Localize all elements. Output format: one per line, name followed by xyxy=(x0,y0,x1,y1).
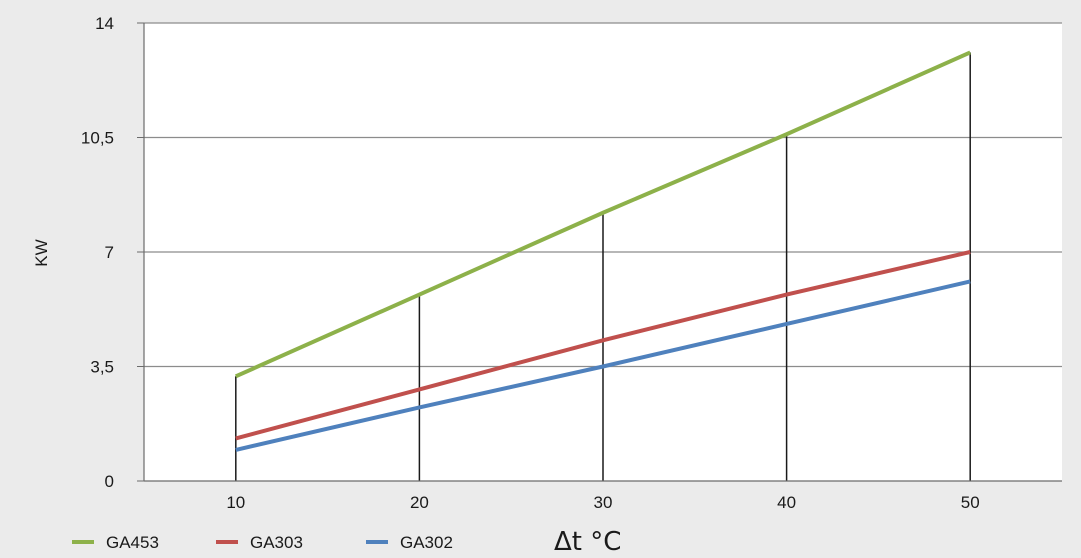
series-line-ga302 xyxy=(235,279,971,452)
axes: 0 3,5 7 10,5 14 10 20 30 40 50 xyxy=(81,14,1062,512)
series-lines xyxy=(234,50,972,452)
legend: GA453 GA303 GA302 xyxy=(72,533,453,552)
x-tick-label: 20 xyxy=(410,493,429,512)
x-axis-title: Δt °C xyxy=(554,527,621,557)
y-tick-label: 10,5 xyxy=(81,129,114,148)
y-tick-label: 14 xyxy=(95,14,114,33)
y-tick-label: 3,5 xyxy=(90,358,114,377)
x-tick-label: 30 xyxy=(594,493,613,512)
y-tick-label: 7 xyxy=(105,243,114,262)
series-line-ga453 xyxy=(234,50,972,379)
legend-label-ga302: GA302 xyxy=(400,533,453,552)
legend-label-ga453: GA453 xyxy=(106,533,159,552)
y-tick-label: 0 xyxy=(105,472,114,491)
series-line-ga303 xyxy=(235,250,971,441)
legend-label-ga303: GA303 xyxy=(250,533,303,552)
x-tick-label: 10 xyxy=(226,493,245,512)
y-axis-title: KW xyxy=(32,239,51,266)
x-tick-label: 40 xyxy=(777,493,796,512)
x-tick-label: 50 xyxy=(961,493,980,512)
